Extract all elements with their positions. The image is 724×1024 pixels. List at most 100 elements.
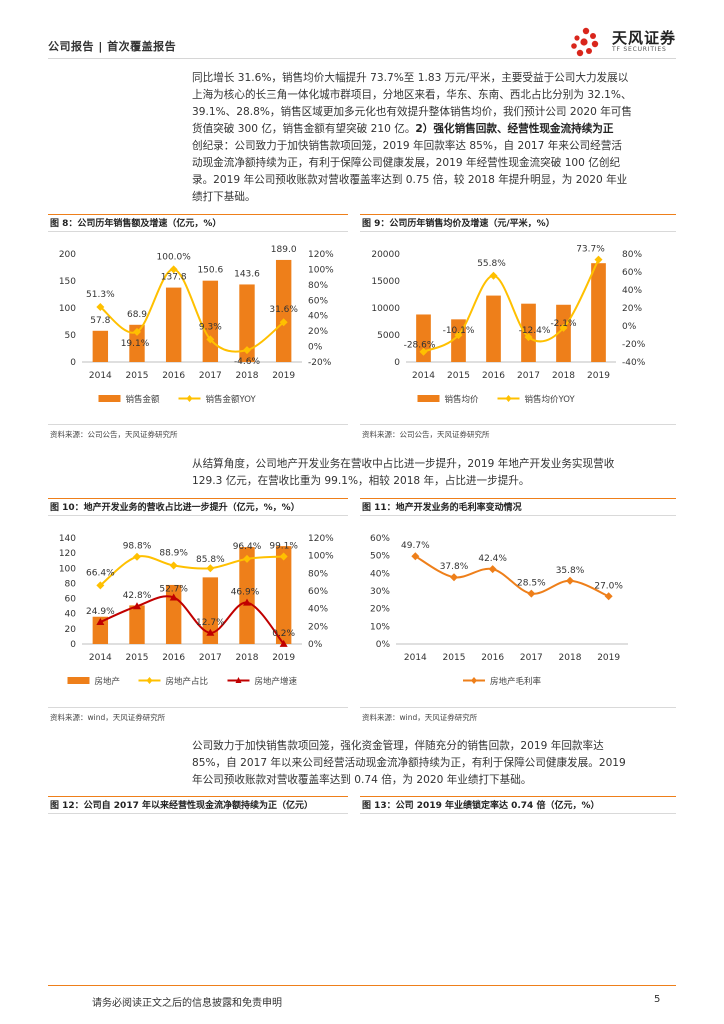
text-line: 公司致力于加快销售款项回笼，强化资金管理，伴随充分的销售回款，2019 年回款率… [192, 740, 604, 752]
data-point [279, 552, 288, 561]
data-point [411, 552, 420, 561]
y-left-tick-label: 20 [65, 625, 77, 635]
series-line-2 [99, 595, 285, 645]
data-label: -28.6% [404, 341, 436, 351]
figure-11-chart: 0% 10% 20% 30% 40% 50% 60% 2014 2015 2016 2017 2018… [370, 534, 628, 687]
x-tick-label: 2016 [481, 653, 504, 663]
text-line: 129.3 亿元，在营收比重为 99.1%，相较 2018 年，占比进一步提升。 [192, 475, 530, 487]
data-label: 49.7% [401, 541, 430, 551]
data-label: 52.7% [159, 584, 188, 594]
data-point [450, 573, 458, 582]
data-point [524, 333, 533, 342]
data-label: 98.8% [123, 542, 152, 552]
x-tick-label: 2017 [517, 371, 540, 381]
x-tick-label: 2016 [482, 371, 505, 381]
data-point [527, 589, 536, 598]
figure-13-title: 图 13：公司 2019 年业绩锁定率达 0.74 倍（亿元，%） [360, 796, 676, 814]
paragraph-sales: 同比增长 31.6%，销售均价大幅提升 73.7%至 1.83 万元/平米，主要… [192, 70, 676, 206]
y-left-tick-label: 0 [70, 640, 76, 650]
x-tick-label: 2019 [597, 653, 620, 663]
y-right-tick-label: 120% [308, 534, 334, 544]
bar-2017 [202, 280, 219, 362]
data-point [594, 255, 603, 264]
data-label: -2.1% [550, 319, 577, 329]
text-line: 绩打下基础。 [192, 191, 256, 203]
data-point [206, 564, 215, 573]
figure-10-source: 资料来源：wind，天风证券研究所 [50, 713, 166, 722]
y-left-tick-label: 50% [370, 552, 390, 562]
text-line: 创纪录：公司致力于加快销售款项回笼，2019 年回款率达 85%，自 2017 … [192, 140, 622, 152]
report-header: 公司报告 | 首次覆盖报告 [48, 40, 177, 53]
text-line: 从结算角度，公司地产开发业务在营收中占比进一步提升，2019 年地产开发业务实现… [192, 458, 615, 470]
legend-marker [471, 677, 477, 684]
legend-marker [146, 677, 153, 684]
legend-label: 销售均价 [445, 394, 480, 405]
bold-heading: 2）强化销售回款、经营性现金流持续为正 [415, 123, 614, 135]
y-right-tick-label: -20% [308, 358, 332, 368]
footer-disclaimer: 请务必阅读正文之后的信息披露和免责申明 [92, 998, 282, 1009]
y-left-tick-label: 150 [59, 277, 76, 287]
bar-2019 [275, 259, 292, 362]
y-left-tick-label: 15000 [371, 277, 400, 287]
y-left-tick-label: 200 [59, 250, 76, 260]
legend-marker [505, 395, 512, 402]
text-line: 货值突破 300 亿，销售金额有望突破 210 亿。2）强化销售回款、经营性现金… [192, 123, 614, 135]
y-right-tick-label: 0% [308, 640, 323, 650]
text-line: 85%，自 2017 年以来公司经营活动现金流净额持续为正，有利于保障公司健康发… [192, 757, 626, 769]
legend-label: 房地产占比 [166, 676, 209, 687]
data-point [566, 576, 574, 585]
y-right-tick-label: 100% [308, 265, 334, 275]
figure-10-chart: 0 20 40 60 80 100 120 140 0% 20% 40% 60% 80% 100% 120%… [59, 534, 334, 687]
bar-2018 [556, 304, 571, 362]
data-label: 37.8% [440, 562, 469, 572]
data-point [133, 327, 141, 336]
y-right-tick-label: 0% [308, 343, 323, 353]
data-label: 24.9% [86, 607, 115, 617]
paragraph-revenue: 从结算角度，公司地产开发业务在营收中占比进一步提升，2019 年地产开发业务实现… [192, 456, 676, 490]
data-label: 55.8% [477, 259, 506, 269]
series-line-1 [99, 555, 284, 587]
bar-2017 [202, 577, 219, 644]
y-left-tick-label: 100 [59, 304, 76, 314]
y-left-tick-label: 80 [65, 579, 77, 589]
figure-9-source: 资料来源：公司公告，天风证券研究所 [362, 430, 490, 439]
figure-8-rule [48, 424, 348, 425]
bar-2017 [521, 303, 536, 362]
data-label: 99.1% [269, 541, 298, 551]
x-tick-label: 2018 [559, 653, 582, 663]
footer-divider [48, 985, 676, 986]
y-left-tick-label: 5000 [377, 331, 400, 341]
y-left-tick-label: 10% [370, 622, 390, 632]
x-tick-label: 2015 [126, 371, 149, 381]
y-right-tick-label: 20% [622, 304, 642, 314]
bar-2014 [92, 330, 109, 362]
data-label: -12.4% [519, 326, 551, 336]
header-divider [48, 58, 676, 59]
data-label: -4.6% [234, 357, 261, 367]
x-tick-label: 2016 [162, 371, 185, 381]
data-label: 85.8% [196, 555, 225, 565]
y-left-tick-label: 10000 [371, 304, 400, 314]
y-right-tick-label: 40% [308, 312, 328, 322]
figure-11-source: 资料来源：wind，天风证券研究所 [362, 713, 478, 722]
data-point [243, 554, 251, 563]
figure-8-chart: 0 50 100 150 200 -20% 0% 20% 40% 60% 80% 100% 120% 20… [59, 245, 334, 405]
x-tick-label: 2014 [89, 653, 112, 663]
data-label: 143.6 [234, 269, 260, 279]
data-label: 42.8% [123, 591, 152, 601]
y-right-tick-label: 60% [308, 587, 328, 597]
data-label: 28.5% [517, 579, 546, 589]
data-point [206, 335, 215, 344]
figure-12-title: 图 12：公司自 2017 年以来经营性现金流净额持续为正（亿元） [48, 796, 348, 814]
text-line: 年公司预收账款对营收覆盖率达到 0.74 倍，为 2020 年业绩打下基础。 [192, 774, 532, 786]
data-point [243, 346, 251, 355]
y-left-tick-label: 60 [65, 595, 77, 605]
bar-2019 [591, 263, 606, 362]
figure-9-rule [360, 424, 676, 425]
data-point [488, 565, 497, 574]
y-right-tick-label: 0% [622, 322, 637, 332]
bar-2014 [92, 616, 109, 644]
y-right-tick-label: -40% [622, 358, 646, 368]
tf-securities-logo-icon [571, 27, 599, 57]
y-right-tick-label: 80% [622, 250, 642, 260]
